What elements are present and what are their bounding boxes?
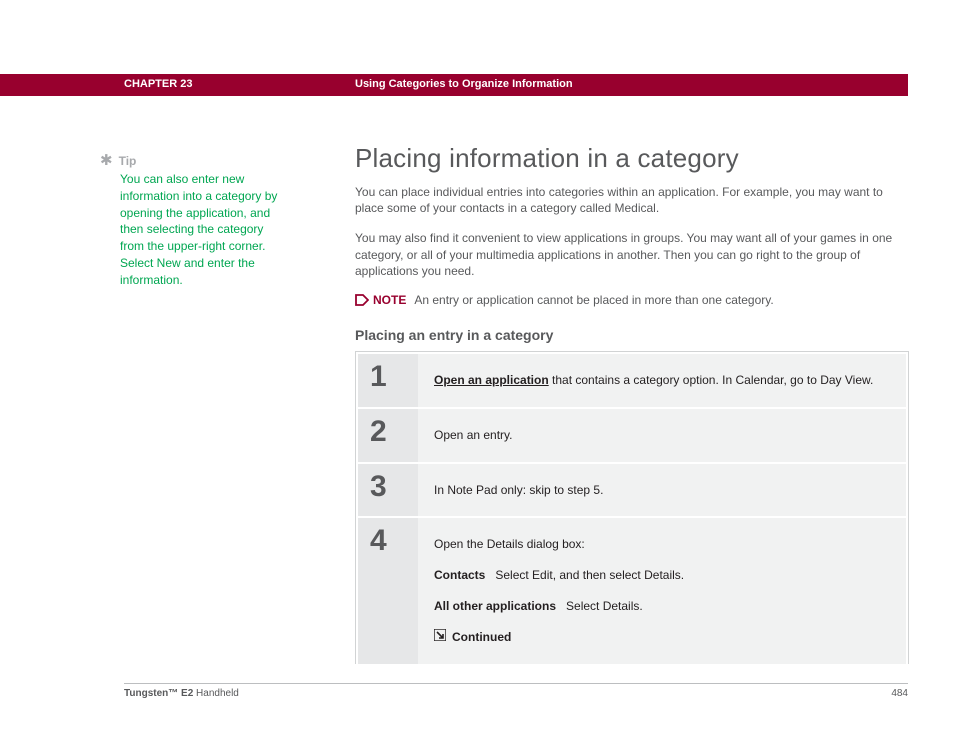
step-number: 2: [358, 409, 418, 462]
sub-label: Contacts: [434, 568, 485, 582]
tip-header: ✱ Tip: [100, 150, 280, 169]
footer-model: Handheld: [193, 688, 239, 699]
step-text: that contains a category option. In Cale…: [549, 373, 874, 387]
header-band: CHAPTER 23 Using Categories to Organize …: [0, 74, 908, 96]
step-row: 2 Open an entry.: [358, 409, 906, 462]
note-label: NOTE: [373, 293, 406, 307]
main-content: Placing information in a category You ca…: [355, 143, 909, 666]
chapter-label: CHAPTER 23: [124, 78, 192, 90]
step-row: 1 Open an application that contains a ca…: [358, 354, 906, 407]
note-row: NOTE An entry or application cannot be pl…: [355, 293, 909, 309]
step-number: 4: [358, 518, 418, 663]
chapter-title: Using Categories to Organize Information: [355, 78, 573, 90]
step-subrow: All other applications Select Details.: [434, 598, 890, 615]
note-icon: [355, 294, 369, 309]
step-body: Open an entry.: [418, 409, 906, 462]
footer-product: Tungsten™ E2 Handheld: [124, 688, 239, 699]
note-text: An entry or application cannot be placed…: [414, 293, 773, 307]
tip-body: You can also enter new information into …: [120, 171, 280, 289]
sub-text: Select Edit, and then select Details.: [495, 568, 684, 582]
step-intro: Open the Details dialog box:: [434, 536, 890, 553]
step-number: 1: [358, 354, 418, 407]
sidebar-tip: ✱ Tip You can also enter new information…: [100, 150, 280, 289]
continued-label: Continued: [452, 629, 511, 646]
sub-text: Select Details.: [566, 599, 643, 613]
intro-p1: You can place individual entries into ca…: [355, 184, 909, 216]
step-body: In Note Pad only: skip to step 5.: [418, 464, 906, 517]
page-title: Placing information in a category: [355, 143, 909, 174]
steps-container: 1 Open an application that contains a ca…: [355, 351, 909, 664]
step-row: 4 Open the Details dialog box: Contacts S…: [358, 518, 906, 663]
step-body: Open the Details dialog box: Contacts Sel…: [418, 518, 906, 663]
footer-brand: Tungsten™ E2: [124, 688, 193, 699]
asterisk-icon: ✱: [100, 151, 113, 169]
section-heading: Placing an entry in a category: [355, 327, 909, 343]
page-number: 484: [891, 688, 908, 699]
tip-label: Tip: [119, 154, 137, 168]
step-body: Open an application that contains a cate…: [418, 354, 906, 407]
arrow-down-right-icon: [434, 629, 446, 646]
step-number: 3: [358, 464, 418, 517]
intro-p2: You may also find it convenient to view …: [355, 230, 909, 279]
open-application-link[interactable]: Open an application: [434, 373, 549, 387]
footer: Tungsten™ E2 Handheld 484: [124, 683, 908, 699]
step-row: 3 In Note Pad only: skip to step 5.: [358, 464, 906, 517]
sub-label: All other applications: [434, 599, 556, 613]
step-subrow: Contacts Select Edit, and then select Det…: [434, 567, 890, 584]
continued-row: Continued: [434, 629, 890, 646]
